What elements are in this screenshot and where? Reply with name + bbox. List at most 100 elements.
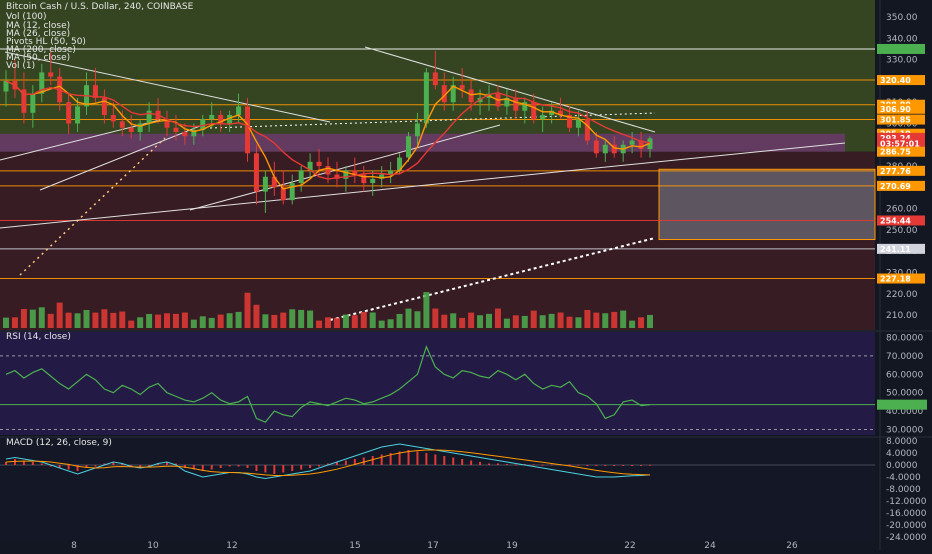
candle-body bbox=[531, 102, 537, 120]
volume-bar bbox=[611, 311, 618, 328]
volume-bar bbox=[146, 313, 153, 328]
macd-histogram-bar bbox=[255, 465, 258, 471]
macd-histogram-bar bbox=[246, 465, 249, 468]
volume-bar bbox=[638, 317, 645, 328]
volume-bar bbox=[262, 314, 269, 328]
candle-body bbox=[575, 119, 581, 128]
price-tick-label: 250.00 bbox=[886, 226, 918, 236]
time-tick-label: 15 bbox=[349, 541, 360, 550]
volume-bar bbox=[629, 320, 636, 328]
volume-bar bbox=[593, 312, 600, 328]
candle-body bbox=[39, 72, 45, 94]
purple-box bbox=[0, 133, 845, 152]
rsi-tick-label: 50.0000 bbox=[886, 389, 923, 399]
trend-line-3 bbox=[189, 124, 501, 211]
indicator-pivots[interactable]: Pivots HL (50, 50) bbox=[6, 37, 86, 47]
volume-bar bbox=[325, 317, 331, 328]
macd-histogram-bar bbox=[327, 463, 329, 465]
candle-body bbox=[289, 183, 295, 201]
candle-body bbox=[271, 176, 277, 188]
trend-line-1 bbox=[364, 46, 656, 133]
macd-histogram-bar bbox=[434, 454, 437, 465]
volume-bar bbox=[512, 315, 519, 328]
macd-histogram-bar bbox=[192, 465, 195, 470]
price-tag bbox=[877, 103, 925, 114]
ma-26-line bbox=[5, 80, 651, 180]
volume-bar bbox=[119, 311, 126, 328]
macd-histogram-bar bbox=[550, 464, 553, 466]
candle-body bbox=[236, 106, 242, 115]
price-tick-label: 340.00 bbox=[886, 34, 918, 44]
candle-body bbox=[325, 166, 331, 175]
candle-body bbox=[110, 114, 116, 122]
price-tag-label: 301.85 bbox=[880, 116, 911, 125]
macd-histogram-bar bbox=[380, 454, 383, 465]
candle-body bbox=[101, 97, 107, 115]
candle-body bbox=[30, 93, 36, 113]
macd-histogram-bar bbox=[201, 465, 204, 471]
macd-histogram-bar bbox=[228, 465, 231, 467]
candle-body bbox=[432, 72, 438, 86]
volume-bar bbox=[253, 304, 260, 328]
volume-bar bbox=[172, 313, 179, 328]
indicator-ma12[interactable]: MA (12, close) bbox=[6, 21, 71, 31]
trend-line-4 bbox=[0, 119, 161, 161]
candle-body bbox=[92, 85, 98, 98]
volume-bar bbox=[74, 313, 81, 328]
candle-body bbox=[218, 114, 224, 124]
price-tag-label: 293.24 bbox=[880, 134, 911, 143]
macd-histogram-bar bbox=[622, 465, 625, 466]
signal-line bbox=[5, 449, 651, 476]
volume-bar bbox=[351, 315, 358, 328]
macd-histogram-bar bbox=[389, 453, 392, 465]
candle-body bbox=[397, 157, 403, 171]
volume-bar bbox=[280, 312, 287, 328]
volume-bar bbox=[164, 313, 170, 328]
time-tick-label: 22 bbox=[624, 541, 635, 550]
macd-histogram-bar bbox=[407, 450, 410, 465]
indicator-ma200[interactable]: MA (200, close) bbox=[6, 45, 76, 55]
volume-bar bbox=[405, 308, 412, 328]
macd-histogram-bar bbox=[344, 460, 347, 465]
volume-bar bbox=[92, 312, 99, 328]
candle-body bbox=[164, 119, 170, 128]
price-tag bbox=[877, 132, 925, 143]
macd-histogram-bar bbox=[505, 464, 508, 466]
macd-histogram-bar bbox=[31, 462, 34, 465]
candle-body bbox=[513, 97, 519, 111]
macd-histogram-bar bbox=[85, 465, 88, 468]
price-tag bbox=[877, 243, 925, 254]
volume-bar bbox=[602, 313, 609, 328]
rsi-tick-label: 70.0000 bbox=[886, 352, 923, 362]
price-tag-label: 306.90 bbox=[880, 105, 911, 114]
candle-body bbox=[209, 114, 215, 120]
candle-body bbox=[629, 140, 635, 145]
indicator-vol1[interactable]: Vol (1) bbox=[6, 61, 36, 71]
indicator-vol100[interactable]: Vol (100) bbox=[6, 12, 47, 22]
volume-bar bbox=[298, 309, 305, 328]
macd-histogram-bar bbox=[461, 459, 464, 465]
price-tag-label: 03:57:01 bbox=[880, 140, 920, 149]
volume-bar bbox=[199, 316, 206, 328]
macd-histogram-bar bbox=[416, 451, 419, 465]
volume-bar bbox=[387, 319, 394, 328]
indicator-ma26[interactable]: MA (26, close) bbox=[6, 29, 71, 39]
volume-bar bbox=[181, 312, 188, 328]
indicator-ma50[interactable]: MA (50, close) bbox=[6, 53, 71, 63]
macd-histogram-bar bbox=[318, 465, 321, 467]
macd-histogram-bar bbox=[13, 459, 16, 465]
macd-tick-label: -4.0000 bbox=[886, 473, 921, 483]
candle-body bbox=[262, 176, 268, 192]
macd-histogram-bar bbox=[130, 465, 133, 467]
candle-body bbox=[406, 136, 411, 158]
time-tick-label: 24 bbox=[704, 541, 716, 550]
price-tag bbox=[877, 114, 925, 125]
candle-body bbox=[361, 174, 367, 184]
volume-bar bbox=[360, 311, 367, 328]
price-tag-label: 254.44 bbox=[880, 216, 911, 225]
price-tag-label: 277.76 bbox=[880, 167, 911, 176]
macd-tick-label: -12.0000 bbox=[886, 497, 927, 507]
macd-histogram-bar bbox=[362, 457, 365, 465]
